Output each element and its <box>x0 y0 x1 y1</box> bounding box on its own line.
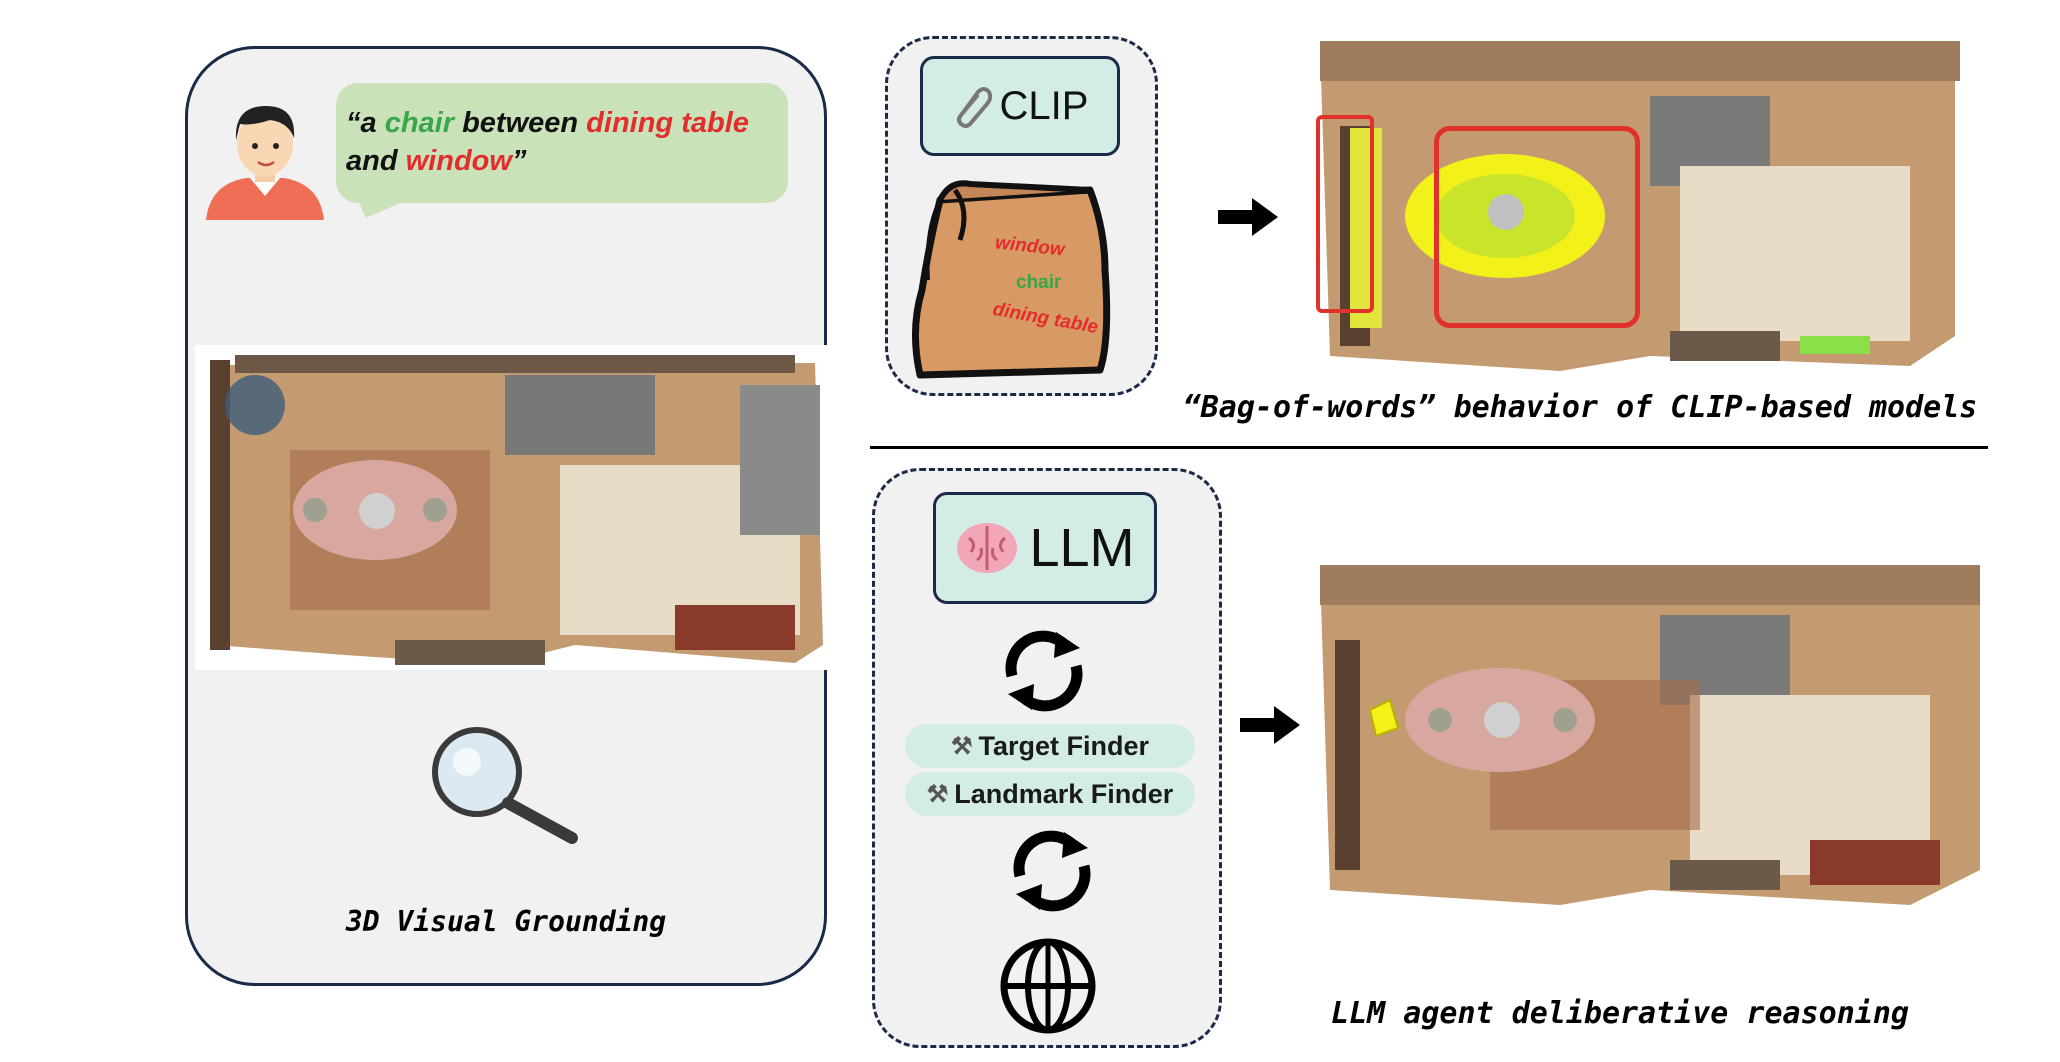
query-between: between <box>454 107 587 139</box>
llm-caption: LLM agent deliberative reasoning <box>1331 996 1909 1031</box>
bag-word-target: chair <box>1016 272 1062 293</box>
query-landmark-word-2: window <box>405 145 512 177</box>
query-text: “a chair between dining table and window” <box>346 104 786 180</box>
clip-window-highlight <box>1316 115 1374 313</box>
llm-result-scene <box>1320 565 1980 905</box>
section-divider <box>870 446 1988 449</box>
query-close: ” <box>511 145 527 177</box>
tools-icon: ⚒ <box>926 780 949 808</box>
clip-label-box: CLIP <box>920 56 1120 156</box>
clip-label: CLIP <box>999 83 1089 128</box>
llm-label-box: LLM <box>933 492 1157 604</box>
llm-label: LLM <box>1029 518 1135 578</box>
cycle-arrows-icon <box>1005 630 1083 712</box>
landmark-finder-label: Landmark Finder <box>954 778 1174 809</box>
target-finder-label: Target Finder <box>978 730 1150 761</box>
tools-icon: ⚒ <box>950 732 973 760</box>
query-open: “a <box>346 107 385 139</box>
globe-icon <box>1000 938 1096 1034</box>
target-finder-tool: ⚒ Target Finder <box>905 724 1195 768</box>
speech-bubble-tail <box>356 196 416 218</box>
query-landmark-word-1: dining table <box>586 107 749 139</box>
query-and: and <box>346 145 406 177</box>
person-avatar-icon <box>206 106 324 220</box>
query-speech-bubble <box>336 83 788 203</box>
left-3d-scene <box>195 345 827 670</box>
clip-table-highlight <box>1434 126 1640 328</box>
brain-icon <box>957 523 1018 573</box>
arrow-right-icon <box>1218 198 1278 236</box>
magnifier-icon <box>432 727 578 844</box>
paperclip-icon <box>956 87 992 128</box>
query-target-word: chair <box>384 107 455 139</box>
left-caption: 3D Visual Grounding <box>345 905 667 938</box>
clip-caption: “Bag-of-words” behavior of CLIP-based mo… <box>1182 390 1978 425</box>
arrow-right-icon <box>1240 706 1300 744</box>
paper-bag-icon <box>912 180 1111 379</box>
cycle-arrows-icon <box>1013 830 1091 912</box>
landmark-finder-tool: ⚒ Landmark Finder <box>905 772 1195 816</box>
